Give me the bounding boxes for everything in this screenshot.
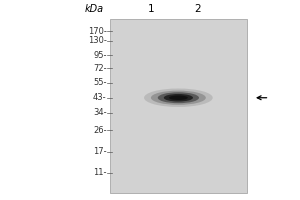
- Text: 170-: 170-: [88, 27, 107, 36]
- Text: 95-: 95-: [93, 51, 107, 60]
- Bar: [110, 19, 247, 193]
- Text: 17-: 17-: [93, 147, 107, 156]
- Text: 11-: 11-: [93, 168, 107, 177]
- Ellipse shape: [144, 89, 213, 107]
- Ellipse shape: [164, 94, 193, 102]
- Text: 2: 2: [194, 4, 201, 14]
- Text: 26-: 26-: [93, 126, 107, 135]
- Text: 72-: 72-: [93, 64, 107, 73]
- Text: kDa: kDa: [85, 4, 104, 14]
- Text: 34-: 34-: [93, 108, 107, 117]
- Text: 55-: 55-: [93, 78, 107, 87]
- Ellipse shape: [158, 92, 199, 103]
- Text: 1: 1: [148, 4, 155, 14]
- Text: 43-: 43-: [93, 93, 107, 102]
- Ellipse shape: [169, 95, 188, 100]
- Ellipse shape: [151, 91, 206, 105]
- Text: 130-: 130-: [88, 36, 107, 45]
- Ellipse shape: [173, 96, 184, 99]
